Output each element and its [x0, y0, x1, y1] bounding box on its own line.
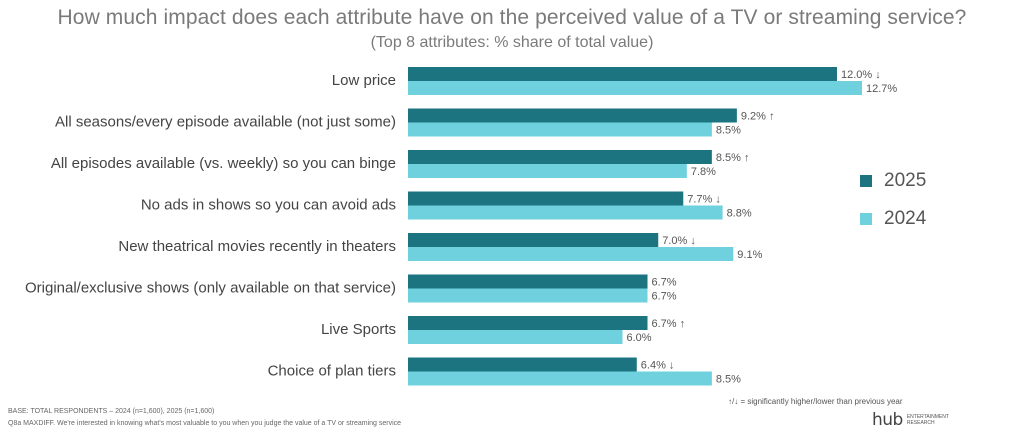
category-label: Live Sports	[321, 321, 396, 338]
bar-2024	[408, 205, 723, 220]
logo-subtext: ENTERTAINMENT RESEARCH	[906, 414, 949, 426]
legend: 2025 2024	[860, 170, 926, 246]
bar-2025	[408, 357, 637, 372]
bar-2024	[408, 288, 648, 303]
value-label-2025: 9.2% ↑	[741, 111, 775, 123]
value-label-2025: 6.7%	[652, 277, 677, 289]
value-label-2025: 7.0% ↓	[662, 235, 696, 247]
value-label-2024: 8.5%	[716, 125, 741, 137]
bar-2025	[408, 108, 737, 123]
value-label-2025: 6.4% ↓	[641, 360, 675, 372]
footnote-question: Q8a MAXDIFF. We're interested in knowing…	[8, 420, 402, 427]
significance-note: ↑/↓ = significantly higher/lower than pr…	[728, 397, 903, 406]
bar-2024	[408, 122, 712, 137]
value-label-2024: 12.7%	[866, 83, 897, 95]
bar-2025	[408, 191, 684, 206]
bar-2025	[408, 233, 659, 247]
value-label-2025: 8.5% ↑	[716, 152, 750, 164]
value-label-2024: 6.0%	[626, 332, 651, 344]
bar-2025	[408, 67, 837, 81]
logo: hub ENTERTAINMENT RESEARCH	[872, 410, 957, 430]
value-label-2024: 7.8%	[691, 166, 716, 178]
category-label: Low price	[332, 72, 396, 89]
category-label: Choice of plan tiers	[268, 363, 396, 380]
chart-subtitle: (Top 8 attributes: % share of total valu…	[370, 34, 654, 51]
chart-title: How much impact does each attribute have…	[57, 6, 967, 29]
bar-2024	[408, 371, 712, 386]
category-label: New theatrical movies recently in theate…	[118, 238, 396, 255]
bar-2024	[408, 81, 862, 95]
legend-label-2024: 2024	[884, 208, 927, 229]
value-label-2024: 8.5%	[716, 374, 741, 386]
legend-label-2025: 2025	[884, 170, 927, 191]
legend-item-2025: 2025	[860, 170, 926, 192]
category-label: Original/exclusive shows (only available…	[25, 280, 396, 297]
bar-chart: Low price 12.0% ↓ 12.7% All seasons/every e…	[25, 67, 897, 386]
value-label-2024: 8.8%	[727, 208, 752, 220]
bar-2024	[408, 330, 623, 344]
bar-2025	[408, 150, 712, 164]
legend-swatch-2025	[860, 175, 872, 187]
value-label-2025: 12.0% ↓	[841, 69, 881, 81]
footnote-base: BASE: TOTAL RESPONDENTS – 2024 (n=1,600)…	[8, 408, 215, 415]
bar-2024	[408, 164, 687, 178]
value-label-2025: 7.7% ↓	[687, 194, 721, 206]
value-label-2025: 6.7% ↑	[652, 318, 686, 330]
category-label: All seasons/every episode available (not…	[55, 114, 396, 131]
value-label-2024: 6.7%	[652, 291, 677, 303]
value-label-2024: 9.1%	[737, 249, 762, 261]
bar-2024	[408, 247, 734, 261]
bar-2025	[408, 274, 648, 289]
legend-swatch-2024	[860, 213, 872, 225]
bar-2025	[408, 316, 648, 330]
category-label: No ads in shows so you can avoid ads	[141, 197, 396, 214]
logo-mark: hub	[872, 410, 903, 430]
legend-item-2024: 2024	[860, 208, 926, 230]
category-label: All episodes available (vs. weekly) so y…	[51, 155, 396, 172]
